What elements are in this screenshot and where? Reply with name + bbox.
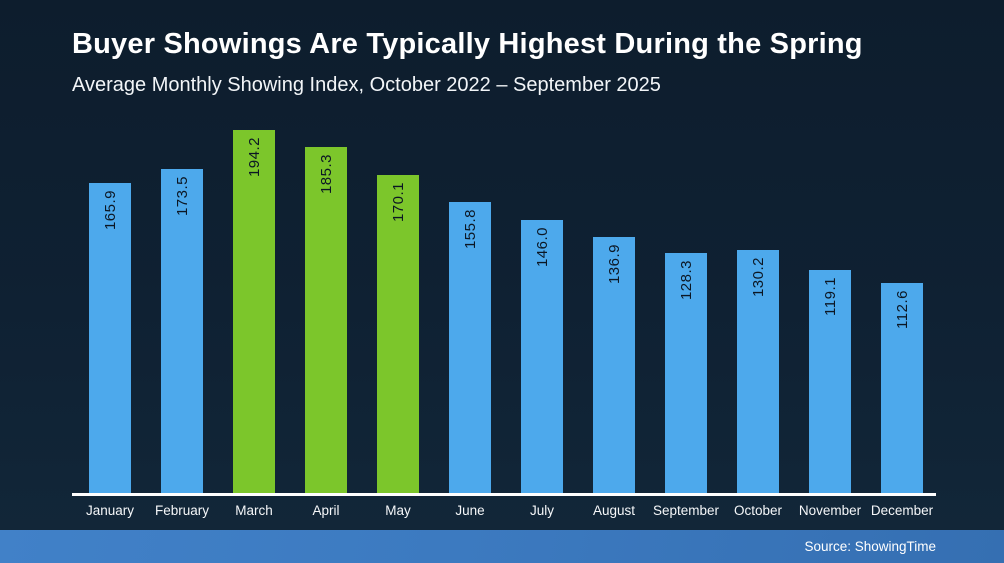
bar-value-label-march: 194.2 bbox=[245, 137, 263, 178]
bar-march: 194.2 bbox=[233, 130, 275, 493]
axis-label-february: February bbox=[154, 503, 210, 518]
bar-value-label-june: 155.8 bbox=[461, 209, 479, 250]
bar-value-label-november: 119.1 bbox=[821, 277, 839, 316]
bar-november: 119.1 bbox=[809, 270, 851, 493]
bar-may: 170.1 bbox=[377, 175, 419, 493]
bar-august: 136.9 bbox=[593, 237, 635, 493]
axis-label-october: October bbox=[733, 503, 783, 518]
bar-value-label-april: 185.3 bbox=[317, 154, 335, 195]
bar-october: 130.2 bbox=[737, 250, 779, 493]
axis-label-april: April bbox=[312, 503, 340, 518]
bar-july: 146.0 bbox=[521, 220, 563, 493]
bar-june: 155.8 bbox=[449, 202, 491, 493]
axis-label-june: June bbox=[455, 503, 485, 518]
bar-value-label-february: 173.5 bbox=[173, 176, 191, 217]
axis-label-july: July bbox=[529, 503, 554, 518]
chart-subtitle: Average Monthly Showing Index, October 2… bbox=[72, 74, 661, 96]
axis-label-december: December bbox=[870, 503, 934, 518]
bar-value-label-august: 136.9 bbox=[605, 244, 623, 285]
axis-label-january: January bbox=[85, 503, 135, 518]
axis-label-may: May bbox=[385, 503, 411, 518]
axis-label-march: March bbox=[235, 503, 273, 518]
chart-title: Buyer Showings Are Typically Highest Dur… bbox=[72, 28, 863, 60]
source-attribution: Source: ShowingTime bbox=[804, 539, 936, 554]
x-axis-line bbox=[72, 493, 936, 496]
axis-label-august: August bbox=[592, 503, 636, 518]
bar-february: 173.5 bbox=[161, 169, 203, 493]
bar-value-label-september: 128.3 bbox=[677, 260, 695, 301]
bar-value-label-october: 130.2 bbox=[749, 257, 767, 298]
bar-january: 165.9 bbox=[89, 183, 131, 493]
bar-december: 112.6 bbox=[881, 283, 923, 493]
axis-label-november: November bbox=[798, 503, 862, 518]
footer-bar: Source: ShowingTime bbox=[0, 530, 1004, 563]
axis-label-september: September bbox=[652, 503, 720, 518]
bar-april: 185.3 bbox=[305, 147, 347, 493]
bar-value-label-january: 165.9 bbox=[101, 190, 119, 231]
bar-value-label-may: 170.1 bbox=[389, 182, 407, 223]
bar-september: 128.3 bbox=[665, 253, 707, 493]
bar-value-label-july: 146.0 bbox=[533, 227, 551, 268]
bar-value-label-december: 112.6 bbox=[893, 290, 911, 329]
